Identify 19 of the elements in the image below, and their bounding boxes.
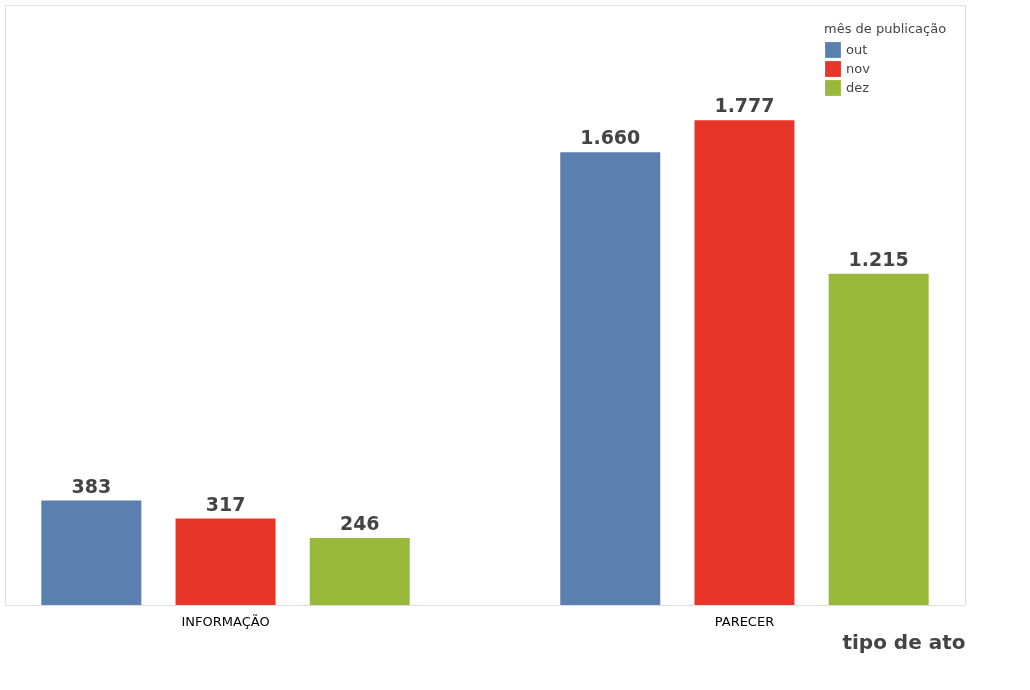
x-tick-label: PARECER: [714, 613, 775, 629]
data-label: 1.215: [848, 247, 909, 270]
legend-label: out: [846, 42, 868, 57]
data-label: 246: [339, 511, 380, 534]
bar: [694, 120, 795, 605]
data-label: 1.777: [714, 94, 775, 117]
bar: [41, 500, 142, 605]
bar: [560, 152, 661, 605]
legend-label: nov: [846, 61, 871, 76]
legend-label: dez: [846, 80, 870, 95]
data-label: 383: [71, 474, 112, 497]
x-axis-title: tipo de ato: [842, 629, 966, 654]
x-tick-label: INFORMAÇÃO: [181, 613, 270, 629]
data-label: 1.660: [580, 126, 641, 149]
bar: [309, 537, 410, 605]
data-label: 317: [205, 492, 246, 515]
bar: [175, 518, 276, 605]
bar: [828, 273, 929, 605]
legend-title: mês de publicação: [824, 21, 947, 36]
